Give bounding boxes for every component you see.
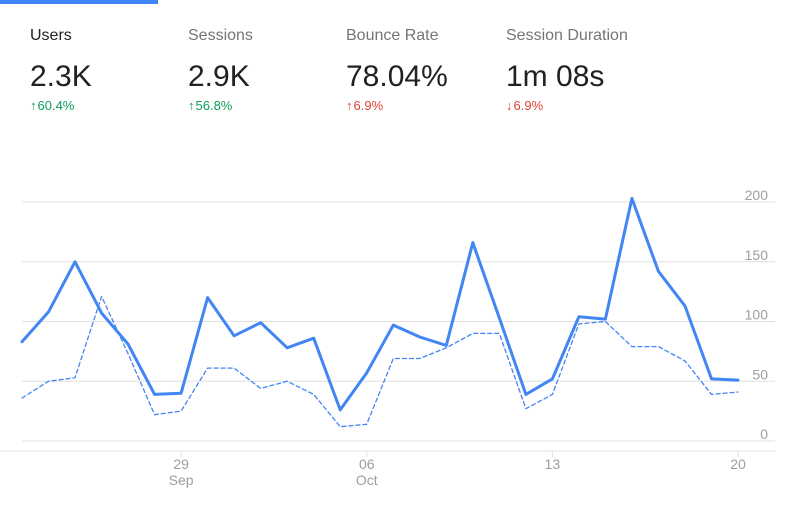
y-tick-label: 0 (760, 426, 768, 442)
metric-change-value: 6.9% (353, 98, 384, 113)
metric-change: ↑60.4% (30, 98, 180, 114)
chart-grid (0, 201, 775, 452)
metric-value: 2.9K (188, 60, 250, 93)
metric-change: ↑56.8% (188, 98, 338, 114)
active-metric-indicator (0, 0, 158, 4)
y-tick-label: 50 (752, 366, 768, 382)
y-axis: 0 50 100 150 200 (745, 187, 769, 442)
arrow-down-icon: ↓ (506, 98, 513, 113)
x-tick-label-day: 06 (359, 456, 375, 472)
metric-change: ↓6.9% (506, 98, 656, 114)
x-tick-label-day: 20 (730, 456, 746, 472)
metric-change-value: 56.8% (195, 98, 233, 113)
y-tick-label: 100 (745, 307, 769, 323)
metric-change-value: 60.4% (37, 98, 75, 113)
metric-label: Sessions (188, 27, 253, 44)
x-tick-label-day: 29 (173, 456, 189, 472)
chart-series (20, 196, 740, 428)
y-tick-label: 200 (745, 187, 769, 203)
metric-value: 78.04% (346, 60, 448, 93)
metric-label: Session Duration (506, 27, 628, 44)
x-tick-label-month: Sep (169, 472, 194, 488)
line-chart: 0 50 100 150 200 29 Sep 06 Oct 13 20 (0, 160, 800, 500)
arrow-up-icon: ↑ (346, 98, 353, 113)
x-tick-label-day: 13 (545, 456, 561, 472)
series-line-comparison (21, 295, 739, 428)
y-tick-label: 150 (745, 247, 769, 263)
metric-bounce-rate[interactable]: Bounce Rate 78.04% ↑6.9% (346, 26, 496, 114)
metric-summary-row: Users 2.3K ↑60.4% Sessions 2.9K ↑56.8% B… (30, 26, 790, 121)
metric-value: 1m 08s (506, 60, 605, 93)
series-line-current (20, 196, 740, 412)
metric-session-duration[interactable]: Session Duration 1m 08s ↓6.9% (506, 26, 656, 114)
metric-sessions[interactable]: Sessions 2.9K ↑56.8% (188, 26, 338, 114)
metric-value: 2.3K (30, 60, 92, 93)
metric-change-value: 6.9% (513, 98, 544, 113)
arrow-up-icon: ↑ (188, 98, 195, 113)
metric-change: ↑6.9% (346, 98, 496, 114)
metric-label: Bounce Rate (346, 27, 439, 44)
metric-label: Users (30, 27, 72, 44)
arrow-up-icon: ↑ (30, 98, 37, 113)
metric-users[interactable]: Users 2.3K ↑60.4% (30, 26, 180, 114)
x-tick-label-month: Oct (356, 472, 378, 488)
